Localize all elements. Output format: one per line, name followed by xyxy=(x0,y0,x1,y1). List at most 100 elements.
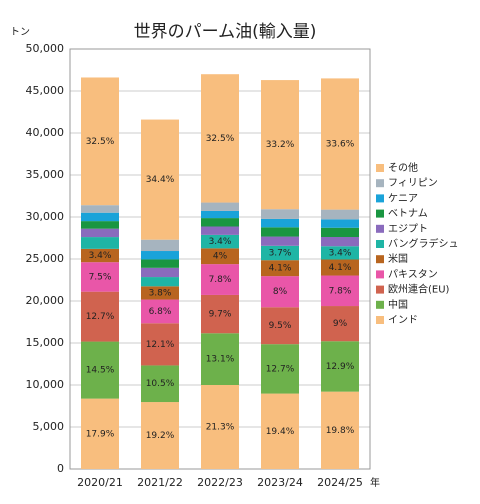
data-label: 3.4% xyxy=(89,251,112,261)
bar-segment xyxy=(141,259,179,268)
bar-segment xyxy=(261,218,299,228)
legend-label: ベトナム xyxy=(388,208,428,220)
bar-segment xyxy=(81,212,119,222)
legend-label: その他 xyxy=(388,161,418,174)
y-tick-label: 0 xyxy=(57,462,64,475)
x-tick-label: 2021/22 xyxy=(137,476,183,489)
bar-segment xyxy=(261,245,299,261)
legend-label: 中国 xyxy=(388,298,408,311)
data-label: 7.8% xyxy=(329,286,352,296)
legend-label: フィリピン xyxy=(388,177,438,189)
y-tick-label: 35,000 xyxy=(26,168,65,181)
bar-segment xyxy=(81,237,119,249)
data-label: 19.2% xyxy=(146,431,175,441)
bar-segment xyxy=(321,391,359,469)
legend-swatch xyxy=(376,164,384,172)
data-label: 19.8% xyxy=(326,426,355,436)
legend-swatch xyxy=(376,255,384,264)
bar-segment xyxy=(321,246,359,260)
legend-swatch xyxy=(376,285,384,294)
bar-segment xyxy=(81,262,119,292)
legend-swatch xyxy=(376,300,384,309)
data-label: 6.8% xyxy=(149,307,172,317)
data-label: 3.4% xyxy=(329,248,352,258)
data-label: 9% xyxy=(333,319,348,329)
bar-segment xyxy=(81,248,119,263)
bar-segment xyxy=(321,78,359,210)
bar-segment xyxy=(321,306,359,342)
bar-segment xyxy=(201,234,239,249)
data-label: 12.1% xyxy=(146,340,175,350)
legend-swatch xyxy=(376,224,384,233)
data-label: 17.9% xyxy=(86,429,115,439)
data-label: 12.7% xyxy=(266,364,295,374)
legend-swatch xyxy=(376,270,384,279)
data-label: 12.7% xyxy=(86,312,115,322)
y-tick-label: 30,000 xyxy=(26,210,65,223)
bar-segment xyxy=(261,307,299,345)
data-label: 9.5% xyxy=(269,321,292,331)
bar-segment xyxy=(261,344,299,394)
bar-segment xyxy=(141,286,179,300)
data-label: 19.4% xyxy=(266,427,295,437)
bar-segment xyxy=(261,80,299,210)
bar-segment xyxy=(261,227,299,237)
y-tick-label: 50,000 xyxy=(26,42,65,55)
legend-swatch xyxy=(376,209,384,218)
data-label: 3.4% xyxy=(209,237,232,247)
bar-segment xyxy=(201,294,239,334)
y-tick-label: 45,000 xyxy=(26,84,65,97)
bar-segment xyxy=(141,119,179,240)
x-tick-label: 2024/25 xyxy=(317,476,363,489)
bar-segment xyxy=(201,333,239,385)
data-label: 9.7% xyxy=(209,310,232,320)
bar-segment xyxy=(321,227,359,237)
legend-label: ケニア xyxy=(388,192,418,204)
data-label: 4.1% xyxy=(329,263,352,273)
bar-segment xyxy=(261,276,299,308)
y-tick-label: 20,000 xyxy=(26,294,65,307)
data-label: 3.8% xyxy=(149,288,172,298)
x-tick-label: 2020/21 xyxy=(77,476,123,489)
legend-label: 欧州連合(EU) xyxy=(388,283,450,296)
y-tick-label: 15,000 xyxy=(26,336,65,349)
bar-segment xyxy=(321,219,359,228)
bar-segment xyxy=(261,260,299,277)
bar-segment xyxy=(261,209,299,219)
data-label: 32.5% xyxy=(206,134,235,144)
bar-segment xyxy=(141,277,179,287)
bar-segment xyxy=(261,393,299,469)
data-label: 10.5% xyxy=(146,379,175,389)
legend-label: エジプト xyxy=(388,223,428,235)
bar-segment xyxy=(81,221,119,229)
bar-segment xyxy=(261,236,299,246)
data-label: 33.6% xyxy=(326,140,355,150)
bar-segment xyxy=(201,226,239,235)
data-label: 8% xyxy=(273,287,288,297)
y-axis-label: トン xyxy=(10,27,30,38)
bar-segment xyxy=(81,341,119,399)
bar-segment xyxy=(141,239,179,252)
bar-segment xyxy=(201,218,239,227)
bar-segment xyxy=(81,77,119,206)
data-label: 4.1% xyxy=(269,264,292,274)
bar-segment xyxy=(321,275,359,307)
y-tick-label: 40,000 xyxy=(26,126,65,139)
x-tick-label: 2023/24 xyxy=(257,476,303,489)
bar-segment xyxy=(81,291,119,342)
bar-segment xyxy=(141,323,179,366)
bar-segment xyxy=(321,341,359,392)
data-label: 34.4% xyxy=(146,175,175,185)
bar-segment xyxy=(321,236,359,247)
bar-segment xyxy=(201,248,239,265)
data-label: 13.1% xyxy=(206,355,235,365)
bar-segment xyxy=(81,205,119,213)
bar-segment xyxy=(81,228,119,238)
data-label: 4% xyxy=(213,252,228,262)
bar-segment xyxy=(201,210,239,219)
data-label: 14.5% xyxy=(86,366,115,376)
data-label: 21.3% xyxy=(206,423,235,433)
bar-segment xyxy=(201,385,239,469)
data-label: 33.2% xyxy=(266,140,295,150)
